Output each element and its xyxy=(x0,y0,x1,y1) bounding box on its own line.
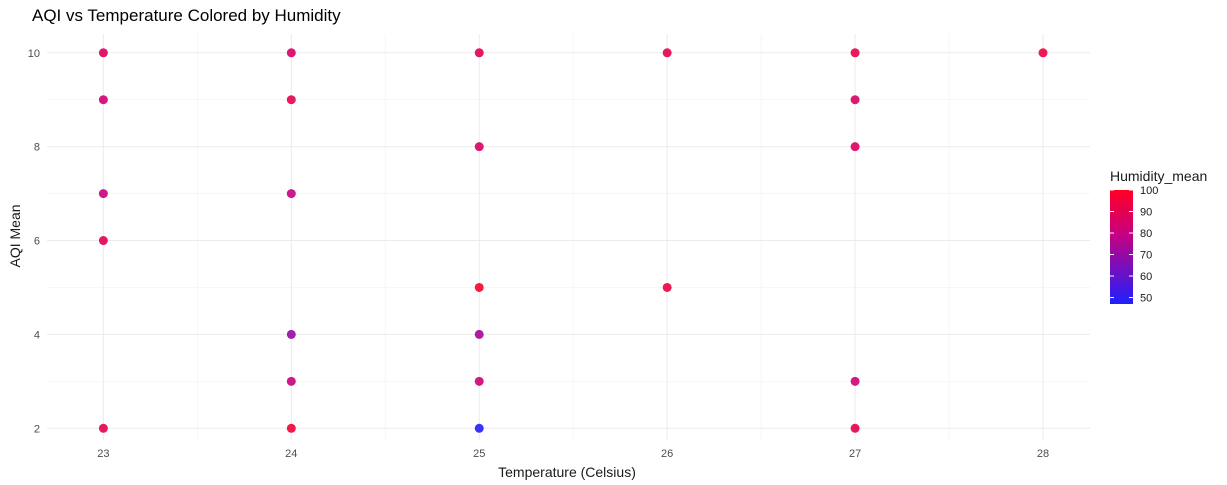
y-tick-label: 2 xyxy=(34,423,40,435)
legend-tick-label: 70 xyxy=(1140,250,1152,262)
y-axis-title: AQI Mean xyxy=(7,204,23,267)
legend-tick-label: 80 xyxy=(1140,228,1152,240)
legend-tick-label: 90 xyxy=(1140,207,1152,219)
y-tick-label: 10 xyxy=(28,48,40,60)
x-tick-label: 24 xyxy=(285,448,297,460)
y-tick-label: 4 xyxy=(34,329,40,341)
legend-tick-label: 60 xyxy=(1140,271,1152,283)
x-axis-title: Temperature (Celsius) xyxy=(498,464,636,480)
data-point xyxy=(662,48,672,58)
legend-ticks: 100 90 80 70 60 50 xyxy=(1110,185,1158,305)
data-point xyxy=(98,236,108,246)
data-point xyxy=(850,48,860,58)
x-axis-ticks: 23 24 25 26 27 28 xyxy=(97,448,1049,460)
data-points xyxy=(98,48,1048,433)
x-tick-label: 28 xyxy=(1037,448,1049,460)
legend: Humidity_mean 100 90 80 70 60 50 xyxy=(1110,168,1207,305)
data-point xyxy=(286,48,296,58)
data-point xyxy=(1038,48,1048,58)
data-point xyxy=(474,329,484,339)
x-tick-label: 27 xyxy=(849,448,861,460)
data-point xyxy=(850,423,860,433)
legend-colorbar xyxy=(1110,190,1133,304)
data-point xyxy=(286,376,296,386)
data-point xyxy=(286,329,296,339)
data-point xyxy=(474,142,484,152)
data-point xyxy=(286,423,296,433)
data-point xyxy=(98,48,108,58)
y-tick-label: 6 xyxy=(34,236,40,248)
y-axis-ticks: 2 4 6 8 10 xyxy=(28,48,40,435)
data-point xyxy=(98,423,108,433)
data-point xyxy=(662,282,672,292)
data-point xyxy=(286,95,296,105)
x-tick-label: 23 xyxy=(97,448,109,460)
grid xyxy=(47,34,1090,440)
data-point xyxy=(474,48,484,58)
data-point xyxy=(850,142,860,152)
data-point xyxy=(98,189,108,199)
data-point xyxy=(850,376,860,386)
x-tick-label: 25 xyxy=(473,448,485,460)
data-point xyxy=(850,95,860,105)
data-point xyxy=(474,376,484,386)
data-point xyxy=(474,423,484,433)
data-point xyxy=(286,189,296,199)
data-point xyxy=(98,95,108,105)
legend-tick-label: 50 xyxy=(1140,293,1152,305)
x-tick-label: 26 xyxy=(661,448,673,460)
chart-title: AQI vs Temperature Colored by Humidity xyxy=(32,6,341,25)
y-tick-label: 8 xyxy=(34,142,40,154)
legend-tick-label: 100 xyxy=(1140,185,1158,197)
data-point xyxy=(474,282,484,292)
legend-title: Humidity_mean xyxy=(1110,168,1207,184)
